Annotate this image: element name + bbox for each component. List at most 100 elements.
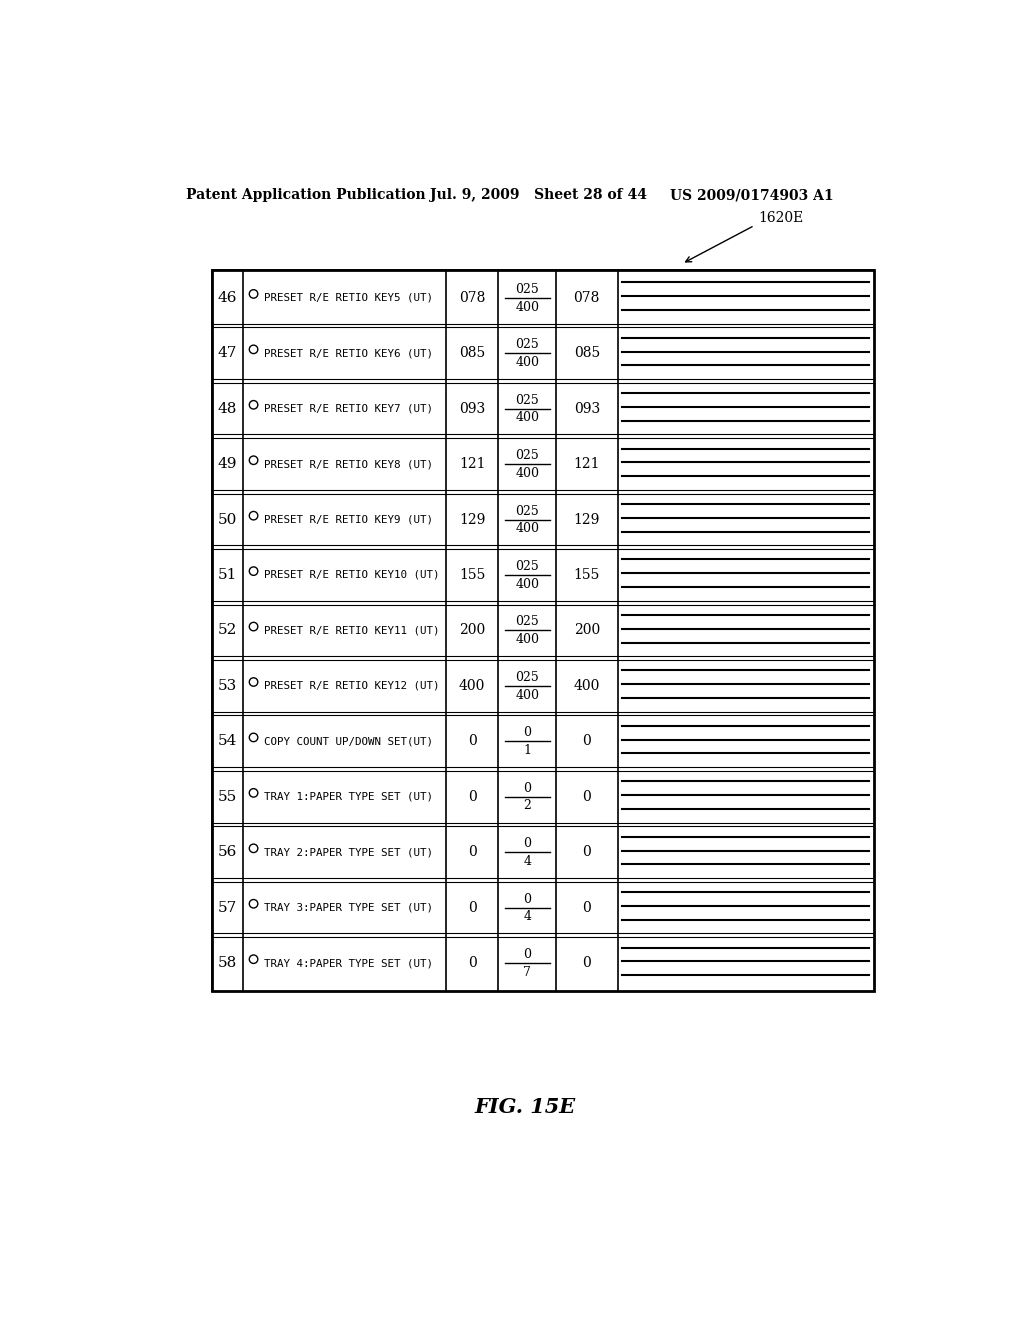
Text: 0: 0 <box>468 734 476 748</box>
Text: COPY COUNT UP/DOWN SET(UT): COPY COUNT UP/DOWN SET(UT) <box>264 737 433 746</box>
Bar <box>556 770 617 825</box>
Bar <box>556 381 617 437</box>
Bar <box>445 770 499 825</box>
Text: 48: 48 <box>217 401 237 416</box>
Text: 49: 49 <box>217 457 237 471</box>
Text: 400: 400 <box>515 523 539 536</box>
Bar <box>556 548 617 603</box>
Bar <box>499 548 556 603</box>
Text: 121: 121 <box>573 457 600 471</box>
Text: 200: 200 <box>573 623 600 638</box>
Text: 400: 400 <box>515 689 539 702</box>
Bar <box>243 714 445 770</box>
Bar <box>212 936 243 991</box>
Text: 025: 025 <box>515 671 539 684</box>
Bar <box>499 880 556 936</box>
Text: 55: 55 <box>217 789 237 804</box>
Text: 155: 155 <box>573 568 600 582</box>
Text: PRESET R/E RETIO KEY9 (UT): PRESET R/E RETIO KEY9 (UT) <box>264 515 433 524</box>
Bar <box>212 548 243 603</box>
Text: 1: 1 <box>523 744 531 758</box>
Text: 56: 56 <box>217 845 237 859</box>
Text: 0: 0 <box>523 726 531 739</box>
Bar <box>445 381 499 437</box>
Text: 129: 129 <box>573 512 600 527</box>
Bar <box>243 880 445 936</box>
Bar <box>243 770 445 825</box>
Text: 0: 0 <box>583 900 591 915</box>
Text: PRESET R/E RETIO KEY10 (UT): PRESET R/E RETIO KEY10 (UT) <box>264 570 440 579</box>
Circle shape <box>249 455 258 465</box>
Text: FIG. 15E: FIG. 15E <box>474 1097 575 1117</box>
Bar <box>445 936 499 991</box>
Bar <box>556 326 617 381</box>
Text: 0: 0 <box>583 789 591 804</box>
Text: 400: 400 <box>515 634 539 647</box>
Bar <box>212 271 243 326</box>
Text: TRAY 4:PAPER TYPE SET (UT): TRAY 4:PAPER TYPE SET (UT) <box>264 958 433 968</box>
Text: 0: 0 <box>583 734 591 748</box>
Text: 085: 085 <box>573 346 600 360</box>
Text: 078: 078 <box>459 290 485 305</box>
Bar <box>499 825 556 880</box>
Text: 4: 4 <box>523 855 531 869</box>
Bar <box>617 437 873 492</box>
Bar <box>212 326 243 381</box>
Text: TRAY 3:PAPER TYPE SET (UT): TRAY 3:PAPER TYPE SET (UT) <box>264 903 433 912</box>
Text: 400: 400 <box>573 678 600 693</box>
Bar <box>617 659 873 714</box>
Bar <box>556 825 617 880</box>
Bar <box>617 271 873 326</box>
Bar <box>499 271 556 326</box>
Circle shape <box>249 733 258 742</box>
Bar <box>445 492 499 548</box>
Bar <box>445 326 499 381</box>
Text: 58: 58 <box>217 956 237 970</box>
Text: 50: 50 <box>217 512 237 527</box>
Circle shape <box>249 622 258 631</box>
Bar <box>243 271 445 326</box>
Text: 085: 085 <box>459 346 485 360</box>
Text: 025: 025 <box>515 282 539 296</box>
Text: 51: 51 <box>217 568 237 582</box>
Text: 0: 0 <box>468 956 476 970</box>
Bar <box>499 659 556 714</box>
Bar <box>556 659 617 714</box>
Bar <box>212 603 243 659</box>
Text: 54: 54 <box>217 734 237 748</box>
Text: 400: 400 <box>515 356 539 370</box>
Text: PRESET R/E RETIO KEY8 (UT): PRESET R/E RETIO KEY8 (UT) <box>264 459 433 469</box>
Text: 47: 47 <box>217 346 237 360</box>
Text: PRESET R/E RETIO KEY6 (UT): PRESET R/E RETIO KEY6 (UT) <box>264 348 433 358</box>
Bar <box>617 880 873 936</box>
Bar <box>499 714 556 770</box>
Bar <box>617 548 873 603</box>
Bar <box>499 437 556 492</box>
Circle shape <box>249 566 258 576</box>
Text: 025: 025 <box>515 338 539 351</box>
Text: 2: 2 <box>523 800 531 813</box>
Text: 400: 400 <box>515 578 539 591</box>
Bar <box>445 603 499 659</box>
Bar <box>212 381 243 437</box>
Bar <box>445 880 499 936</box>
Bar <box>212 880 243 936</box>
Circle shape <box>249 788 258 797</box>
Bar <box>617 492 873 548</box>
Circle shape <box>249 954 258 964</box>
Bar <box>243 492 445 548</box>
Text: 4: 4 <box>523 911 531 924</box>
Bar <box>445 825 499 880</box>
Bar <box>499 936 556 991</box>
Bar <box>445 659 499 714</box>
Text: 093: 093 <box>459 401 485 416</box>
Bar <box>556 271 617 326</box>
Text: PRESET R/E RETIO KEY12 (UT): PRESET R/E RETIO KEY12 (UT) <box>264 681 440 690</box>
Text: Jul. 9, 2009   Sheet 28 of 44: Jul. 9, 2009 Sheet 28 of 44 <box>430 189 647 202</box>
Text: TRAY 1:PAPER TYPE SET (UT): TRAY 1:PAPER TYPE SET (UT) <box>264 792 433 801</box>
Text: 0: 0 <box>523 837 531 850</box>
Bar <box>445 548 499 603</box>
Text: 0: 0 <box>523 892 531 906</box>
Bar <box>445 271 499 326</box>
Bar <box>556 880 617 936</box>
